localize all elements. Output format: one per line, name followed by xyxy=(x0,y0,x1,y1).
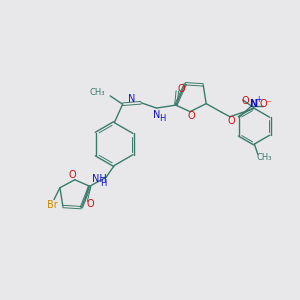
Text: O: O xyxy=(241,96,249,106)
Text: O⁻: O⁻ xyxy=(260,99,273,109)
Text: NH: NH xyxy=(92,174,106,184)
Text: N: N xyxy=(128,94,136,104)
Text: Br: Br xyxy=(47,200,58,210)
Text: N: N xyxy=(249,99,257,109)
Text: CH₃: CH₃ xyxy=(257,153,272,162)
Text: O: O xyxy=(177,84,185,94)
Text: H: H xyxy=(100,179,107,188)
Text: +: + xyxy=(255,95,261,104)
Text: O: O xyxy=(228,116,235,127)
Text: O: O xyxy=(188,111,195,122)
Text: O: O xyxy=(86,199,94,209)
Text: N: N xyxy=(153,110,161,120)
Text: O: O xyxy=(69,170,76,180)
Text: H: H xyxy=(159,114,165,123)
Text: CH₃: CH₃ xyxy=(89,88,105,98)
